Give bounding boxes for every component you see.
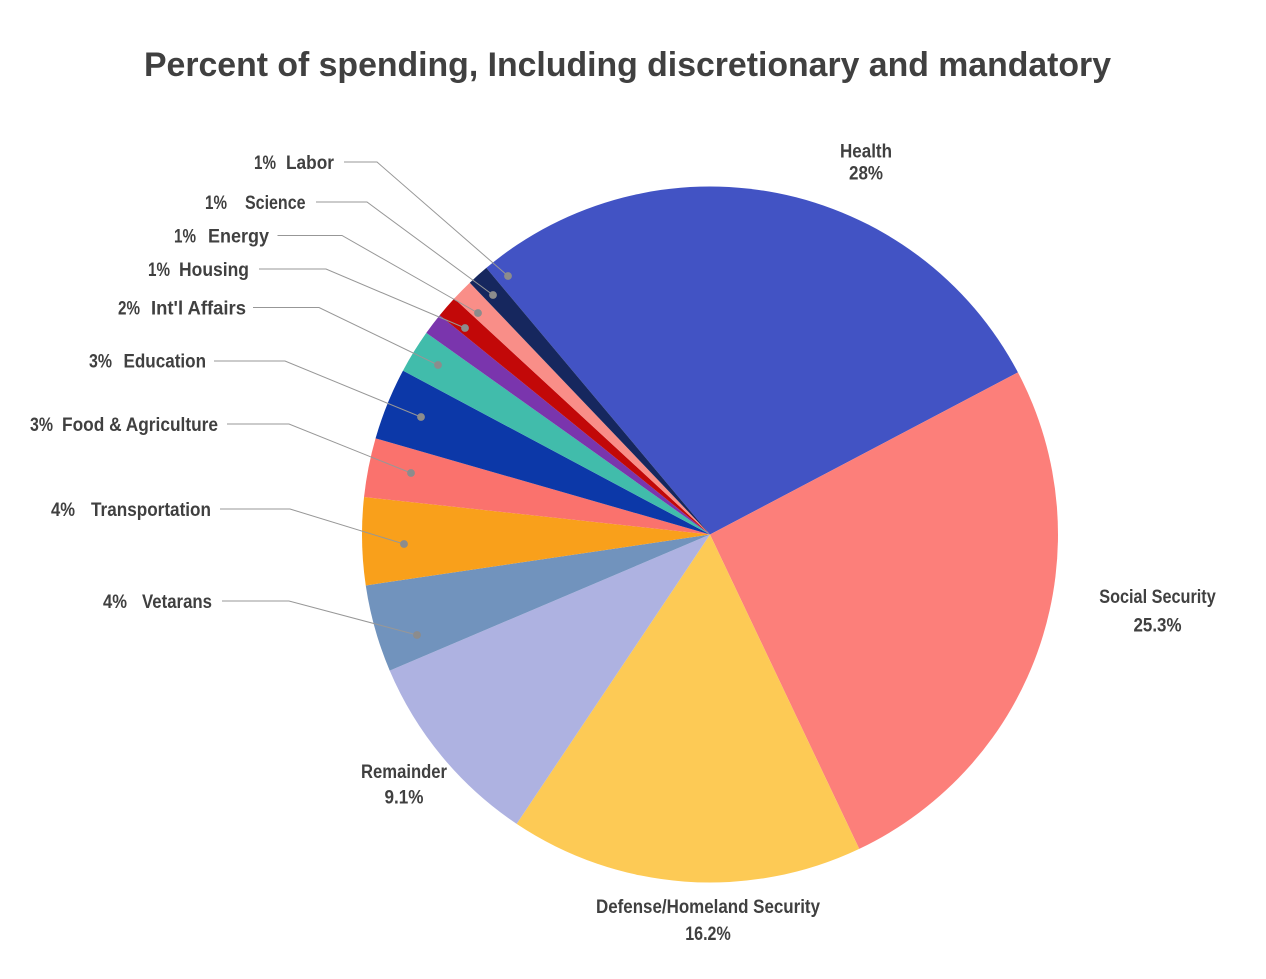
svg-text:Education: Education [124, 352, 207, 373]
svg-text:1%: 1% [254, 153, 276, 174]
svg-text:1%: 1% [174, 226, 196, 247]
svg-text:3%: 3% [30, 415, 53, 436]
svg-text:Food & Agriculture: Food & Agriculture [62, 415, 218, 436]
svg-text:4%: 4% [51, 500, 75, 521]
svg-text:Housing: Housing [179, 260, 249, 281]
svg-text:1%: 1% [148, 260, 170, 281]
svg-text:9.1%: 9.1% [385, 787, 424, 808]
svg-text:2%: 2% [118, 298, 140, 319]
svg-text:25.3%: 25.3% [1134, 615, 1182, 636]
svg-text:28%: 28% [849, 163, 883, 184]
svg-text:Transportation: Transportation [91, 500, 211, 521]
svg-text:Labor: Labor [286, 153, 335, 174]
svg-text:Health: Health [840, 141, 892, 162]
svg-text:1%: 1% [205, 193, 227, 214]
svg-text:Social Security: Social Security [1099, 587, 1216, 608]
svg-text:Remainder: Remainder [361, 762, 448, 783]
svg-text:16.2%: 16.2% [685, 924, 731, 945]
svg-text:Percent of spending, Including: Percent of spending, Including discretio… [144, 46, 1111, 84]
svg-text:Science: Science [245, 193, 306, 214]
svg-text:Energy: Energy [208, 226, 269, 247]
svg-text:Int'l Affairs: Int'l Affairs [151, 298, 246, 319]
svg-text:3%: 3% [89, 352, 112, 373]
svg-text:Vetarans: Vetarans [142, 592, 212, 613]
svg-text:4%: 4% [103, 592, 127, 613]
svg-text:Defense/Homeland Security: Defense/Homeland Security [596, 897, 820, 918]
